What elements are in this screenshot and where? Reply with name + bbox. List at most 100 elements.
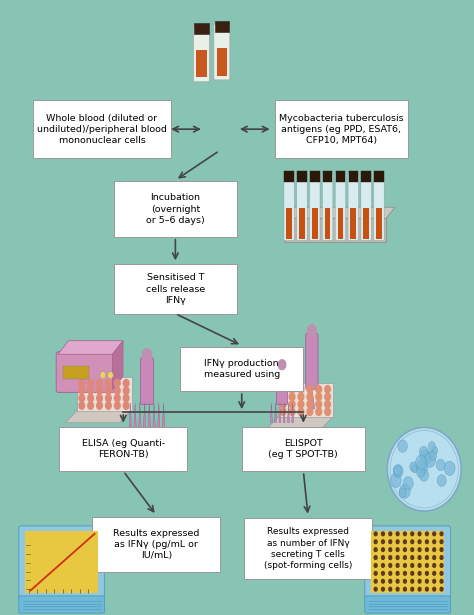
Text: Whole blood (diluted or
undiluted)/peripheral blood
mononuclear cells: Whole blood (diluted or undiluted)/perip… [37,114,167,145]
FancyBboxPatch shape [244,518,372,579]
Circle shape [426,540,428,544]
Circle shape [382,563,384,567]
Bar [25,531,99,593]
Circle shape [416,455,427,469]
Circle shape [433,556,436,560]
Bar [286,208,292,239]
FancyBboxPatch shape [276,367,288,405]
Polygon shape [279,403,281,423]
Circle shape [440,540,443,544]
FancyBboxPatch shape [297,173,307,240]
Circle shape [325,408,330,416]
Circle shape [399,488,406,498]
Circle shape [426,579,428,583]
Bar [284,171,294,182]
Circle shape [316,400,321,408]
Bar [361,171,371,182]
Circle shape [281,386,286,393]
Circle shape [411,532,414,536]
Circle shape [289,400,295,408]
Circle shape [123,402,129,410]
Circle shape [440,532,443,536]
Circle shape [411,579,414,583]
Bar [337,208,343,239]
Circle shape [432,446,438,454]
Text: Incubation
(overnight
or 5–6 days): Incubation (overnight or 5–6 days) [146,194,205,224]
Circle shape [411,563,414,567]
Circle shape [419,446,428,458]
Text: Results expressed
as number of IFNγ
secreting T cells
(spot-forming cells): Results expressed as number of IFNγ secr… [264,528,352,569]
Bar [310,171,319,182]
Circle shape [403,587,406,591]
FancyBboxPatch shape [19,596,104,613]
Circle shape [325,400,330,408]
Circle shape [374,548,377,552]
Bar [215,21,229,32]
Circle shape [426,548,428,552]
Circle shape [418,540,421,544]
Circle shape [418,571,421,575]
Circle shape [411,571,414,575]
Circle shape [396,579,399,583]
Circle shape [437,459,445,470]
Circle shape [440,556,443,560]
Circle shape [308,325,316,336]
Circle shape [440,587,443,591]
Circle shape [281,400,286,408]
Circle shape [298,400,304,408]
Polygon shape [287,403,289,423]
Circle shape [433,548,436,552]
Circle shape [374,556,377,560]
Polygon shape [138,403,141,427]
Circle shape [426,556,428,560]
Circle shape [382,571,384,575]
Circle shape [106,402,111,410]
FancyBboxPatch shape [322,173,333,240]
Circle shape [289,393,295,400]
Circle shape [437,475,446,486]
Circle shape [325,386,330,393]
Circle shape [396,571,399,575]
Circle shape [114,387,120,394]
Circle shape [289,386,295,393]
Bar [323,171,332,182]
FancyBboxPatch shape [33,100,171,158]
Circle shape [398,440,408,453]
Circle shape [88,379,93,387]
Circle shape [106,379,111,387]
Circle shape [278,360,286,370]
Circle shape [403,579,406,583]
Polygon shape [292,403,294,423]
Circle shape [389,548,392,552]
Circle shape [316,386,321,393]
FancyBboxPatch shape [310,173,320,240]
Bar [63,366,89,379]
Bar [312,208,318,239]
FancyBboxPatch shape [348,173,358,240]
Ellipse shape [387,427,461,511]
FancyBboxPatch shape [193,26,210,82]
Circle shape [433,587,436,591]
Text: ELISA (eg Quanti-
FERON-TB): ELISA (eg Quanti- FERON-TB) [82,439,165,459]
Circle shape [403,548,406,552]
Circle shape [88,387,93,394]
Bar [350,208,356,239]
Circle shape [79,379,84,387]
Circle shape [396,532,399,536]
Text: ELISPOT
(eg T SPOT-TB): ELISPOT (eg T SPOT-TB) [268,439,338,459]
Circle shape [281,408,286,416]
Text: IFNγ production
measured using: IFNγ production measured using [204,359,280,379]
Circle shape [418,532,421,536]
Circle shape [382,579,384,583]
FancyBboxPatch shape [114,264,237,314]
Circle shape [79,402,84,410]
Circle shape [382,540,384,544]
Circle shape [433,532,436,536]
Circle shape [396,556,399,560]
Circle shape [396,587,399,591]
Polygon shape [162,403,165,427]
Circle shape [396,548,399,552]
Circle shape [114,402,120,410]
Circle shape [403,477,413,490]
Polygon shape [58,341,123,354]
